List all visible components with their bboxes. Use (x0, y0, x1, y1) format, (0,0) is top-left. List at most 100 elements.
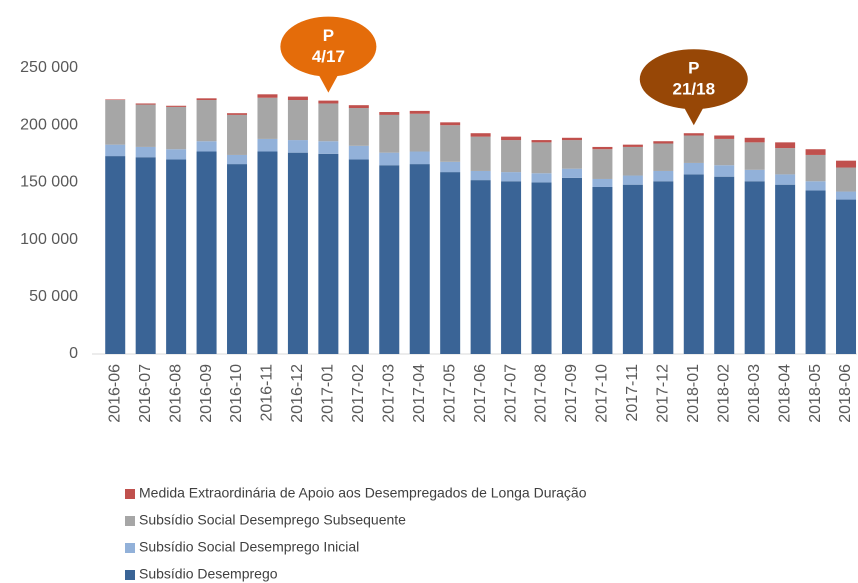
x-tick-label: 2018-01 (685, 364, 702, 423)
x-tick-label: 2018-05 (807, 364, 824, 423)
bar-segment (227, 164, 248, 354)
bar-segment (318, 103, 339, 142)
bar-segment (409, 110, 430, 114)
bar-segment (714, 165, 735, 177)
bar-segment (409, 164, 430, 354)
bar-segment (257, 94, 278, 98)
bar-segment (622, 184, 643, 354)
bar-segment (775, 148, 796, 175)
bar-segment (348, 159, 369, 354)
bar-segment (348, 108, 369, 146)
callout-text: 4/17 (312, 47, 345, 66)
bar-segment (805, 181, 826, 191)
bar-segment (196, 141, 217, 152)
legend-swatch (125, 516, 135, 526)
x-tick-label: 2018-04 (776, 364, 793, 423)
bar-segment (501, 172, 522, 182)
bar-segment (318, 153, 339, 354)
x-tick-label: 2017-11 (624, 364, 641, 422)
x-tick-label: 2016-06 (106, 364, 123, 423)
bar-segment (440, 125, 461, 162)
x-tick-label: 2016-12 (289, 364, 306, 423)
bar-segment (105, 156, 126, 354)
bar-segment (379, 152, 400, 166)
bar-segment (714, 135, 735, 139)
bar-segment (379, 112, 400, 115)
legend-label: Medida Extraordinária de Apoio aos Desem… (139, 485, 587, 501)
bar-segment (135, 104, 156, 147)
bar-segment (592, 186, 613, 354)
callout-text: P (323, 26, 334, 45)
bar-segment (622, 144, 643, 147)
bar-segment (440, 161, 461, 173)
bar-segment (196, 100, 217, 142)
callout-bubble (280, 16, 377, 77)
x-tick-label: 2017-09 (563, 364, 580, 423)
bar-segment (805, 154, 826, 182)
bar-segment (744, 137, 765, 143)
x-tick-label: 2017-12 (655, 364, 672, 423)
x-tick-label: 2017-03 (380, 364, 397, 423)
x-tick-label: 2017-01 (320, 364, 337, 423)
bar-segment (227, 113, 248, 115)
bar-segment (592, 178, 613, 187)
bar-segment (622, 175, 643, 185)
legend-label: Subsídio Social Desemprego Inicial (139, 539, 359, 555)
bar-segment (257, 151, 278, 354)
legend-swatch (125, 570, 135, 580)
x-tick-label: 2017-04 (411, 364, 428, 423)
x-tick-label: 2016-09 (198, 364, 215, 423)
bar-segment (440, 122, 461, 126)
bar-segment (135, 157, 156, 354)
bar-segment (714, 176, 735, 354)
bar-segment (501, 181, 522, 354)
bar-segment (287, 100, 308, 141)
bar-segment (653, 181, 674, 354)
y-tick-label: 0 (69, 345, 78, 362)
y-tick-label: 100 000 (20, 231, 78, 248)
bar-segment (440, 172, 461, 354)
bar-segment (775, 142, 796, 149)
bar-segment (501, 140, 522, 173)
bar-segment (744, 181, 765, 354)
bar-segment (561, 137, 582, 141)
bar-segment (653, 143, 674, 171)
bar-segment (166, 105, 187, 107)
bar-segment (166, 159, 187, 354)
bar-segment (105, 99, 126, 101)
x-tick-label: 2016-10 (228, 364, 245, 423)
bar-segment (531, 142, 552, 174)
bar-segment (744, 169, 765, 182)
bar-segment (653, 170, 674, 182)
x-tick-label: 2016-07 (137, 364, 154, 423)
bar-segment (561, 177, 582, 354)
x-tick-label: 2017-08 (533, 364, 550, 423)
bar-segment (592, 146, 613, 150)
bar-segment (318, 100, 339, 104)
bar-segment (653, 141, 674, 144)
x-tick-label: 2018-02 (715, 364, 732, 423)
bar-segment (592, 149, 613, 179)
legend-swatch (125, 543, 135, 553)
bar-segment (287, 140, 308, 153)
bar-segment (836, 160, 857, 168)
bar-segment (836, 167, 857, 192)
bar-segment (379, 165, 400, 354)
legend-label: Subsídio Desemprego (139, 566, 278, 582)
x-tick-label: 2018-06 (837, 364, 854, 423)
legend-swatch (125, 489, 135, 499)
bar-segment (470, 133, 491, 137)
bar-segment (196, 151, 217, 354)
bar-segment (683, 162, 704, 175)
y-tick-label: 50 000 (29, 288, 78, 305)
x-tick-label: 2017-02 (350, 364, 367, 423)
bar-segment (714, 138, 735, 166)
bar-segment (470, 180, 491, 354)
x-tick-label: 2018-03 (746, 364, 763, 423)
bar-segment (166, 149, 187, 160)
bar-segment (775, 184, 796, 354)
bar-segment (227, 154, 248, 165)
bar-segment (196, 98, 217, 101)
y-tick-label: 150 000 (20, 174, 78, 191)
bar-segment (227, 114, 248, 155)
